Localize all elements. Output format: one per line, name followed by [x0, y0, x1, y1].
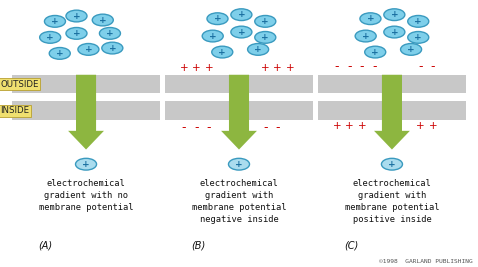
FancyArrow shape: [221, 75, 257, 150]
Text: +: +: [391, 28, 398, 37]
Text: +: +: [238, 10, 245, 19]
Text: -: -: [275, 121, 280, 135]
Text: +: +: [56, 49, 64, 58]
Text: +: +: [362, 32, 369, 41]
Text: +: +: [261, 17, 269, 26]
Text: (A): (A): [38, 241, 53, 251]
FancyArrow shape: [374, 75, 410, 150]
Text: +: +: [388, 160, 396, 169]
Text: +: +: [106, 29, 114, 38]
Text: +: +: [180, 64, 188, 73]
Circle shape: [365, 46, 386, 58]
Bar: [165, 75, 313, 93]
Text: OUTSIDE: OUTSIDE: [0, 80, 39, 89]
Bar: [318, 75, 466, 93]
Text: electrochemical
gradient with
membrane potential
negative inside: electrochemical gradient with membrane p…: [192, 179, 286, 224]
Text: +: +: [254, 45, 262, 54]
Circle shape: [44, 15, 65, 27]
Circle shape: [384, 26, 405, 38]
Circle shape: [49, 48, 70, 59]
Text: +: +: [273, 64, 282, 73]
Text: +: +: [205, 64, 213, 73]
Circle shape: [255, 32, 276, 43]
Circle shape: [384, 9, 405, 21]
Text: +: +: [192, 64, 201, 73]
Circle shape: [360, 13, 381, 25]
FancyArrow shape: [68, 75, 104, 150]
Circle shape: [355, 30, 376, 42]
Text: +: +: [51, 17, 59, 26]
Circle shape: [202, 30, 223, 42]
Text: electrochemical
gradient with no
membrane potential: electrochemical gradient with no membran…: [39, 179, 133, 212]
Text: INSIDE: INSIDE: [0, 106, 29, 115]
Circle shape: [66, 10, 87, 22]
Circle shape: [207, 13, 228, 25]
Bar: [12, 75, 160, 93]
Text: +: +: [85, 45, 92, 54]
Text: +: +: [414, 33, 422, 42]
Circle shape: [228, 158, 250, 170]
Text: (B): (B): [191, 241, 206, 251]
Circle shape: [76, 158, 97, 170]
Text: ©1998  GARLAND PUBLISHING: ©1998 GARLAND PUBLISHING: [380, 259, 473, 264]
Text: +: +: [235, 160, 243, 169]
Circle shape: [248, 44, 269, 55]
Text: +: +: [286, 64, 294, 73]
Circle shape: [408, 32, 429, 43]
Circle shape: [40, 32, 61, 43]
Circle shape: [78, 44, 99, 55]
Text: electrochemical
gradient with
membrane potential
positive inside: electrochemical gradient with membrane p…: [345, 179, 439, 224]
Text: -: -: [182, 121, 186, 135]
Text: -: -: [347, 60, 352, 73]
Bar: [12, 101, 160, 120]
Text: +: +: [46, 33, 54, 42]
Text: +: +: [218, 48, 226, 57]
Text: +: +: [214, 14, 221, 23]
Text: +: +: [333, 121, 341, 131]
Text: -: -: [263, 121, 268, 135]
Text: +: +: [358, 121, 366, 131]
Text: -: -: [431, 60, 435, 73]
Text: (C): (C): [344, 241, 358, 251]
Text: +: +: [109, 44, 116, 53]
Text: +: +: [414, 17, 422, 26]
Text: +: +: [73, 11, 80, 21]
Circle shape: [401, 44, 422, 55]
Text: -: -: [335, 60, 339, 73]
Text: +: +: [407, 45, 415, 54]
Text: +: +: [345, 121, 354, 131]
Text: -: -: [206, 121, 211, 135]
Text: +: +: [209, 32, 217, 41]
Text: -: -: [194, 121, 199, 135]
Circle shape: [255, 15, 276, 27]
Text: +: +: [367, 14, 374, 23]
Circle shape: [231, 9, 252, 21]
Bar: [165, 101, 313, 120]
Circle shape: [92, 14, 113, 26]
Text: +: +: [73, 29, 80, 38]
Text: +: +: [261, 64, 270, 73]
Text: +: +: [238, 28, 245, 37]
Text: +: +: [82, 160, 90, 169]
Text: +: +: [261, 33, 269, 42]
Circle shape: [408, 15, 429, 27]
Circle shape: [66, 28, 87, 39]
Text: -: -: [372, 60, 377, 73]
Circle shape: [381, 158, 402, 170]
Text: -: -: [418, 60, 423, 73]
Circle shape: [102, 42, 123, 54]
Circle shape: [99, 28, 120, 39]
Text: +: +: [391, 10, 398, 19]
Bar: [318, 101, 466, 120]
Text: +: +: [99, 15, 107, 25]
Text: +: +: [371, 48, 379, 57]
Circle shape: [212, 46, 233, 58]
Text: -: -: [359, 60, 364, 73]
Text: +: +: [429, 121, 437, 131]
Text: +: +: [416, 121, 425, 131]
Circle shape: [231, 26, 252, 38]
